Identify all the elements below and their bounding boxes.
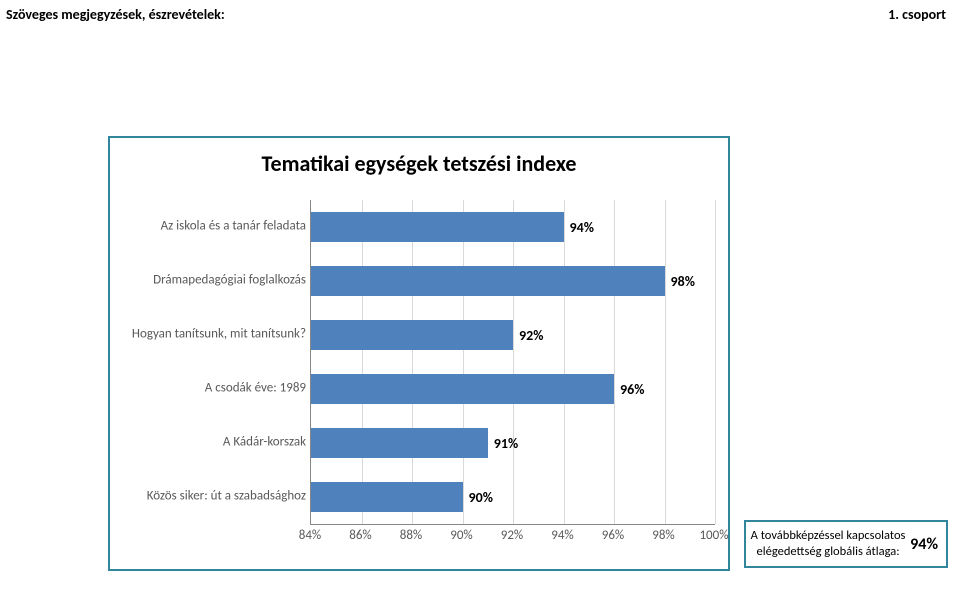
gridline [513, 200, 514, 524]
chart-container: Tematikai egységek tetszési indexe 94% 98… [108, 136, 730, 571]
bar-row: 96% [311, 374, 715, 404]
gridline [715, 200, 716, 524]
category-label: Hogyan tanítsunk, mit tanítsunk? [110, 328, 306, 343]
gridline [362, 200, 363, 524]
x-tick-label: 90% [450, 528, 472, 543]
gridline [614, 200, 615, 524]
header-right-text: 1. csoport [888, 6, 946, 23]
x-tick-label: 100% [699, 528, 728, 543]
bar-value-label: 98% [671, 273, 695, 290]
bar-value-label: 94% [570, 219, 594, 236]
category-label: A csodák éve: 1989 [110, 382, 306, 397]
header-left-text: Szöveges megjegyzések, észrevételek: [6, 6, 225, 23]
summary-text: A továbbképzéssel kapcsolatos elégedetts… [746, 526, 910, 561]
bar-row: 98% [311, 266, 715, 296]
bar [311, 212, 564, 242]
category-label: Közös siker: út a szabadsághoz [110, 490, 306, 505]
bar-row: 92% [311, 320, 715, 350]
chart-title: Tematikai egységek tetszési indexe [110, 150, 728, 177]
gridline [564, 200, 565, 524]
bar-row: 94% [311, 212, 715, 242]
bar-value-label: 92% [519, 327, 543, 344]
category-label: Drámapedagógiai foglalkozás [110, 274, 306, 289]
bar [311, 320, 513, 350]
x-tick-label: 92% [501, 528, 523, 543]
x-tick-label: 88% [400, 528, 422, 543]
bar [311, 482, 463, 512]
bar-row: 90% [311, 482, 715, 512]
bar-value-label: 91% [494, 435, 518, 452]
plot-area: 94% 98% 92% 96% 91% 90% [310, 200, 715, 525]
category-label: Az iskola és a tanár feladata [110, 220, 306, 235]
bar [311, 374, 614, 404]
x-tick-label: 86% [349, 528, 371, 543]
bar-value-label: 96% [620, 381, 644, 398]
summary-box: A továbbképzéssel kapcsolatos elégedetts… [744, 520, 948, 568]
x-tick-label: 98% [652, 528, 674, 543]
summary-value: 94% [910, 535, 946, 554]
gridline [463, 200, 464, 524]
bar-row: 91% [311, 428, 715, 458]
x-tick-label: 94% [551, 528, 573, 543]
x-tick-label: 84% [299, 528, 321, 543]
page: Szöveges megjegyzések, észrevételek: 1. … [0, 0, 960, 601]
gridline [412, 200, 413, 524]
gridline [665, 200, 666, 524]
bar-value-label: 90% [469, 489, 493, 506]
x-tick-label: 96% [602, 528, 624, 543]
bar [311, 266, 665, 296]
category-label: A Kádár-korszak [110, 436, 306, 451]
bar [311, 428, 488, 458]
